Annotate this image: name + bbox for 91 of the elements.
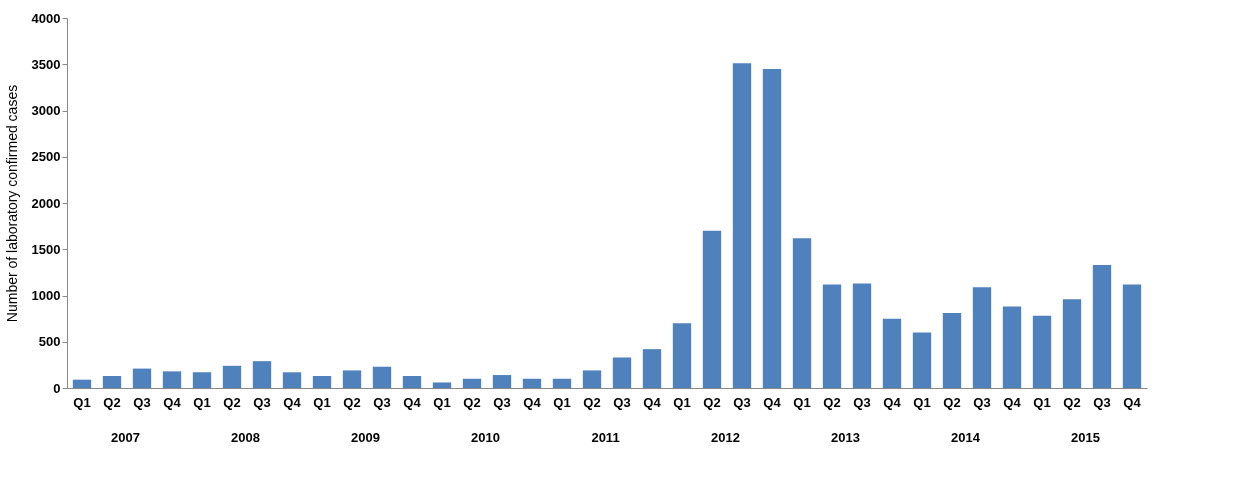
x-tick-label: Q3	[1093, 394, 1111, 410]
y-tick-label: 3000	[31, 103, 61, 118]
y-tick-label: 4000	[31, 10, 61, 26]
bar	[852, 283, 872, 388]
x-tick-label: Q3	[493, 394, 511, 410]
bar	[432, 382, 452, 388]
x-tick-label: Q2	[823, 394, 841, 410]
x-tick-label: Q3	[373, 394, 391, 410]
text: 2013	[831, 430, 860, 445]
x-tick-label: Q1	[913, 394, 931, 410]
bar	[132, 368, 152, 388]
bar	[522, 378, 542, 388]
bar	[612, 357, 632, 388]
x-tick-label: Q2	[103, 394, 121, 410]
bar	[162, 371, 182, 388]
bar	[102, 375, 122, 388]
bar	[942, 313, 962, 388]
bar	[1002, 306, 1022, 388]
text: 2015	[1071, 430, 1100, 445]
x-tick-label: Q4	[1123, 394, 1142, 410]
bar	[972, 287, 992, 388]
x-tick-label: Q1	[433, 394, 451, 410]
bar	[912, 332, 932, 388]
x-tick-label: Q1	[1033, 394, 1051, 410]
text: 2010	[471, 430, 500, 445]
x-tick-label: Q1	[313, 394, 331, 410]
bar	[282, 372, 302, 388]
bar	[1062, 299, 1082, 388]
text: 2012	[711, 430, 740, 445]
x-tick-label: Q2	[1063, 394, 1081, 410]
bar	[1122, 284, 1142, 388]
bar	[822, 284, 842, 388]
text: 2011	[591, 430, 620, 445]
x-tick-label: Q3	[253, 394, 271, 410]
x-tick-label: Q2	[583, 394, 601, 410]
bar	[312, 375, 332, 388]
x-tick-label: Q4	[763, 394, 782, 410]
x-tick-label: Q2	[343, 394, 361, 410]
text: 2009	[351, 430, 380, 445]
x-tick-label: Q2	[943, 394, 961, 410]
bar	[882, 318, 902, 388]
x-tick-label: Q3	[973, 394, 991, 410]
bar	[552, 378, 572, 388]
bar	[672, 323, 692, 388]
x-tick-label: Q1	[193, 394, 211, 410]
x-tick-label: Q4	[163, 394, 182, 410]
bar	[492, 375, 512, 388]
x-tick-label: Q3	[733, 394, 751, 410]
bar	[402, 375, 422, 388]
y-tick-label: 1500	[31, 241, 61, 257]
x-tick-label: Q4	[883, 394, 902, 410]
bar	[702, 230, 722, 388]
y-tick-label: 1000	[31, 288, 61, 303]
x-tick-label: Q4	[643, 394, 662, 410]
bar	[732, 63, 752, 388]
y-tick-label: 2500	[31, 149, 61, 165]
x-tick-label: Q3	[133, 394, 151, 410]
bar	[792, 238, 812, 388]
x-tick-label: Q1	[553, 394, 571, 410]
text: 2008	[231, 430, 260, 445]
bar	[72, 379, 92, 388]
text: 2007	[111, 430, 140, 445]
bar	[762, 68, 782, 388]
y-tick-label: 2000	[31, 195, 61, 211]
x-tick-label: Q1	[73, 394, 91, 410]
bar	[372, 366, 392, 388]
bar	[252, 361, 272, 388]
x-tick-label: Q4	[403, 394, 422, 410]
text: 2014	[951, 430, 981, 445]
x-tick-label: Q2	[703, 394, 721, 410]
x-tick-label: Q2	[223, 394, 241, 410]
bar	[342, 370, 362, 388]
y-tick-label: 0	[53, 380, 61, 396]
bar	[462, 378, 482, 388]
x-tick-label: Q3	[613, 394, 631, 410]
bar	[582, 370, 602, 388]
x-tick-label: Q2	[463, 394, 481, 410]
y-tick-label: 500	[38, 334, 61, 350]
x-tick-label: Q1	[673, 394, 691, 410]
x-tick-label: Q1	[793, 394, 811, 410]
bar	[192, 372, 212, 388]
bar	[222, 365, 242, 388]
y-axis-title: Number of laboratory confirmed cases	[3, 84, 20, 323]
bar	[642, 349, 662, 388]
bar	[1092, 264, 1112, 388]
x-tick-label: Q4	[1003, 394, 1022, 410]
x-tick-label: Q4	[283, 394, 302, 410]
x-tick-label: Q4	[523, 394, 542, 410]
y-tick-label: 3500	[31, 56, 61, 72]
bar	[1032, 315, 1052, 388]
x-tick-label: Q3	[853, 394, 871, 410]
